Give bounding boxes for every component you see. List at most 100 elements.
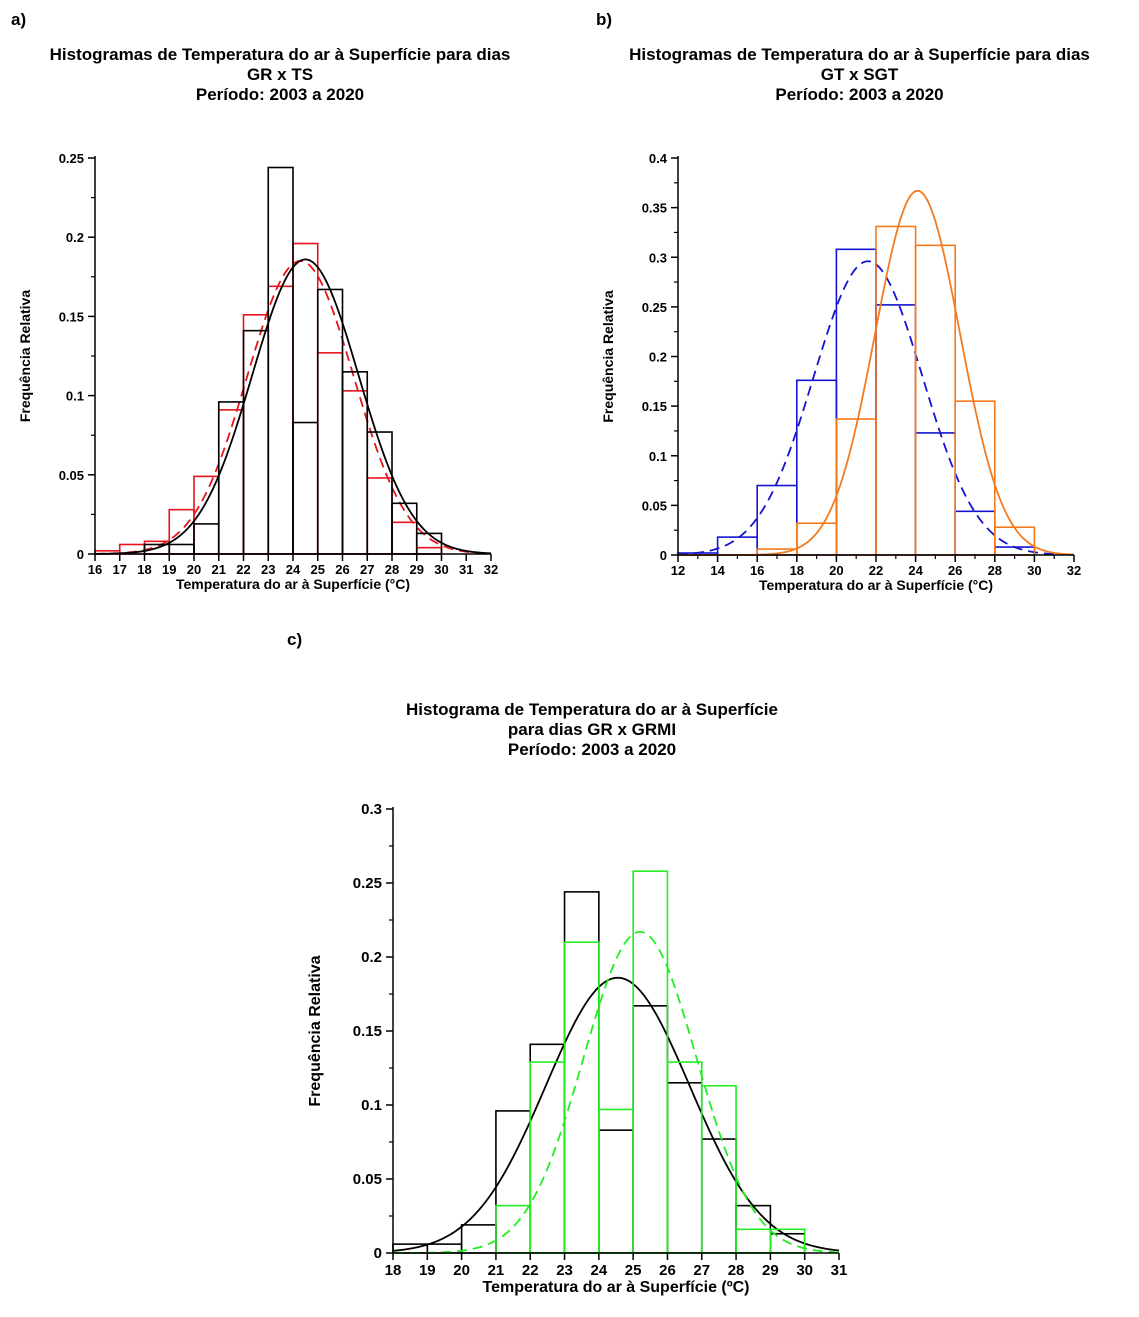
x-tick-label: 30: [1027, 563, 1041, 578]
bar: [217, 401, 245, 555]
x-tick-label: 18: [790, 563, 804, 578]
bar: [700, 1138, 737, 1254]
x-tick-label: 24: [591, 1262, 608, 1279]
y-tick-label: 0.1: [649, 449, 667, 464]
chart-title-b-line-2: GT x SGT: [820, 65, 899, 84]
series-1: [94, 166, 492, 555]
bar: [632, 1005, 669, 1254]
x-tick-label: 24: [286, 562, 301, 577]
fit-curve: [392, 976, 840, 1252]
x-tick-label: 18: [137, 562, 151, 577]
bar: [267, 166, 294, 555]
y-tick-label: 0.25: [59, 151, 84, 166]
y-tick-label: 0.05: [59, 468, 84, 483]
y-tick-label: 0.05: [353, 1171, 382, 1188]
x-tick-label: 17: [113, 562, 127, 577]
series-1: [392, 870, 840, 1254]
x-tick-label: 12: [671, 563, 685, 578]
x-tick-label: 30: [796, 1262, 813, 1279]
bar: [341, 371, 369, 555]
x-tick-label: 22: [869, 563, 883, 578]
y-tick-label: 0.05: [642, 498, 667, 513]
chart-title-c-line-3: Período: 2003 a 2020: [507, 740, 677, 759]
chart-title-b-line-3: Período: 2003 a 2020: [775, 85, 944, 104]
bar: [563, 891, 600, 1254]
bar: [796, 379, 838, 556]
bar: [193, 523, 220, 555]
y-tick-label: 0.25: [353, 875, 382, 892]
x-tick-label: 29: [410, 562, 424, 577]
y-tick-label: 0: [77, 547, 84, 562]
x-tick-label: 19: [419, 1262, 436, 1279]
y-tick-label: 0.35: [642, 201, 667, 216]
y-tick-label: 0.15: [353, 1023, 382, 1040]
series-0: [392, 891, 840, 1254]
histogram-plot-a: 0 0.05 0.1 0.15 0.2 0.25 16 17 18 19 20 21 22 23 24 25 2…: [17, 151, 498, 592]
x-tick-label: 22: [236, 562, 250, 577]
y-axis-label: Frequência Relativa: [17, 290, 33, 422]
y-tick-label: 0.3: [361, 801, 382, 818]
panel-label-c: c): [287, 630, 303, 649]
y-tick-label: 0.2: [361, 949, 382, 966]
x-tick-label: 23: [556, 1262, 573, 1279]
bar: [700, 1084, 737, 1254]
x-tick-label: 29: [762, 1262, 779, 1279]
bar: [168, 543, 195, 555]
bar: [563, 941, 600, 1254]
bar: [914, 432, 957, 556]
y-axis-label: Frequência Relativa: [600, 290, 616, 422]
chart-title-a-line-3: Período: 2003 a 2020: [195, 85, 365, 104]
x-tick-label: 24: [908, 563, 923, 578]
x-tick-label: 32: [484, 562, 498, 577]
y-axis-label: Frequência Relativa: [307, 955, 324, 1106]
bar: [267, 285, 294, 555]
bar: [735, 1228, 772, 1254]
chart-title-c-line-2: para dias GR x GRMI: [507, 720, 677, 739]
x-tick-label: 25: [311, 562, 325, 577]
bar: [835, 248, 877, 556]
bar: [954, 510, 996, 556]
y-tick-label: 0: [660, 548, 667, 563]
chart-title-a: Histogramas de Temperatura do ar à Super…: [0, 45, 560, 105]
bar: [598, 1129, 634, 1254]
bar: [415, 546, 443, 555]
bar: [217, 409, 245, 555]
chart-title-b-line-1: Histogramas de Temperatura do ar à Super…: [629, 45, 1090, 64]
bar: [914, 244, 957, 556]
bar: [716, 536, 759, 556]
y-tick-label: 0: [374, 1245, 382, 1262]
y-tick-label: 0.2: [66, 230, 84, 245]
bar: [796, 522, 838, 556]
y-tick-label: 0.1: [66, 389, 84, 404]
x-tick-label: 31: [459, 562, 473, 577]
y-tick-label: 0.4: [649, 151, 668, 166]
x-tick-label: 28: [385, 562, 399, 577]
x-tick-label: 21: [212, 562, 226, 577]
bar: [168, 508, 195, 555]
y-tick-label: 0.1: [361, 1097, 382, 1114]
x-axis-label: Temperatura do ar à Superfície (°C): [176, 576, 410, 592]
x-tick-label: 25: [625, 1262, 642, 1279]
fit-curve: [677, 260, 1075, 556]
chart-title-c-line-1: Histograma de Temperatura do ar à Superf…: [406, 700, 778, 719]
bar: [954, 400, 996, 556]
x-tick-label: 16: [750, 563, 764, 578]
bar: [341, 390, 369, 555]
chart-title-b: Histogramas de Temperatura do ar à Super…: [580, 45, 1139, 105]
x-tick-label: 28: [728, 1262, 745, 1279]
bar: [292, 242, 319, 555]
chart-panel-c: c) Histograma de Temperatura do ar à Sup…: [0, 630, 1139, 1317]
y-tick-label: 0.2: [649, 350, 667, 365]
series-1: [678, 189, 1075, 556]
fit-curve: [94, 258, 492, 555]
y-tick-label: 0.15: [642, 399, 667, 414]
x-tick-label: 14: [710, 563, 725, 578]
panel-label-b: b): [596, 10, 613, 29]
bar: [391, 521, 418, 555]
histogram-plot-c: 0 0.05 0.1 0.15 0.2 0.25 0.3 18 19 20 21 22 23 24 25 26…: [307, 801, 847, 1296]
x-tick-label: 20: [187, 562, 201, 577]
bar: [242, 314, 270, 555]
y-tick-label: 0.25: [642, 300, 667, 315]
bar: [316, 352, 344, 555]
bar: [666, 1081, 703, 1254]
